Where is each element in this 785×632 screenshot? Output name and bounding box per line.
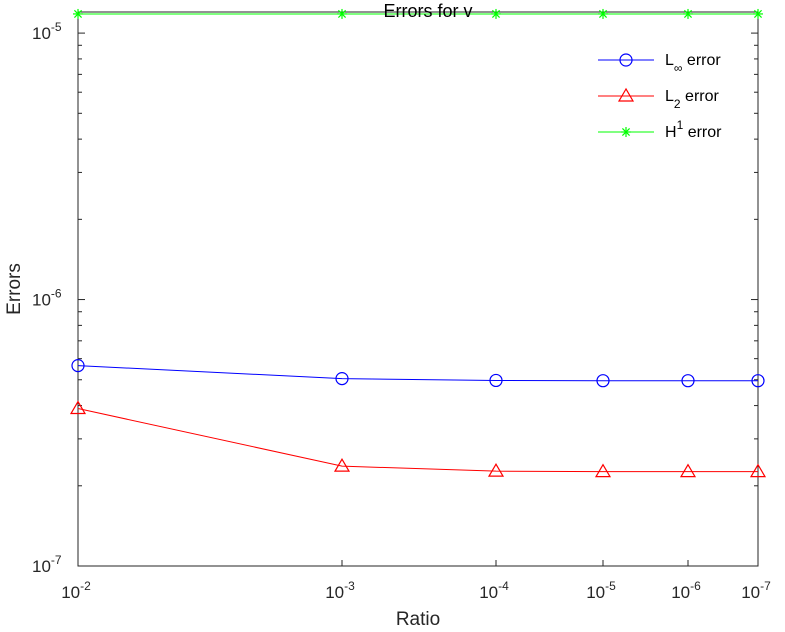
x-axis-label: Ratio bbox=[396, 609, 440, 630]
x-tick-label: 10-6 bbox=[671, 579, 701, 602]
legend-marker-2 bbox=[617, 87, 635, 102]
series-3-point bbox=[683, 8, 693, 19]
series-2-point bbox=[333, 457, 351, 472]
y-tick-label: 10-7 bbox=[32, 553, 62, 576]
series-3-point bbox=[598, 8, 608, 19]
x-tick-label: 10-3 bbox=[325, 579, 355, 602]
y-tick-label: 10-5 bbox=[32, 20, 62, 43]
series-3-point bbox=[753, 8, 763, 19]
series-1-point bbox=[335, 372, 349, 386]
series-3-point bbox=[73, 8, 83, 19]
legend-marker-3 bbox=[621, 127, 631, 137]
series-1-point bbox=[596, 374, 610, 388]
x-tick-label: 10-5 bbox=[586, 579, 616, 602]
x-tick-label: 10-7 bbox=[741, 579, 771, 602]
legend: L∞ error L2 error H1 error bbox=[598, 52, 722, 141]
tick-labels: 10-2 10-3 10-4 10-5 10-6 10-7 10-7 10-6 10-5 bbox=[32, 20, 771, 602]
series-line-1 bbox=[77, 365, 758, 382]
series-3-point bbox=[337, 8, 347, 19]
legend-label-3: H1 error bbox=[665, 118, 722, 141]
series-1-point bbox=[489, 373, 503, 388]
legend-marker-1 bbox=[619, 53, 633, 67]
chart-title: Errors for v bbox=[383, 1, 472, 21]
y-tick-label: 10-6 bbox=[32, 287, 62, 310]
plot-area bbox=[77, 11, 759, 567]
series-1-point bbox=[681, 374, 695, 388]
series-1-point bbox=[751, 374, 765, 388]
legend-label-2: L2 error bbox=[665, 88, 719, 111]
series-2-point bbox=[679, 463, 697, 478]
series-2-point bbox=[487, 462, 505, 477]
series-2-point bbox=[69, 400, 87, 415]
series-2-point bbox=[594, 463, 612, 478]
series-3-point bbox=[491, 8, 501, 19]
series-layer bbox=[69, 8, 767, 478]
legend-label-1: L∞ error bbox=[665, 52, 721, 75]
series-line-2 bbox=[77, 408, 758, 473]
x-tick-label: 10-2 bbox=[61, 579, 91, 602]
x-tick-label: 10-4 bbox=[479, 579, 509, 602]
series-2-point bbox=[749, 463, 767, 478]
y-axis-label: Errors bbox=[4, 263, 25, 315]
series-1-point bbox=[71, 359, 85, 373]
